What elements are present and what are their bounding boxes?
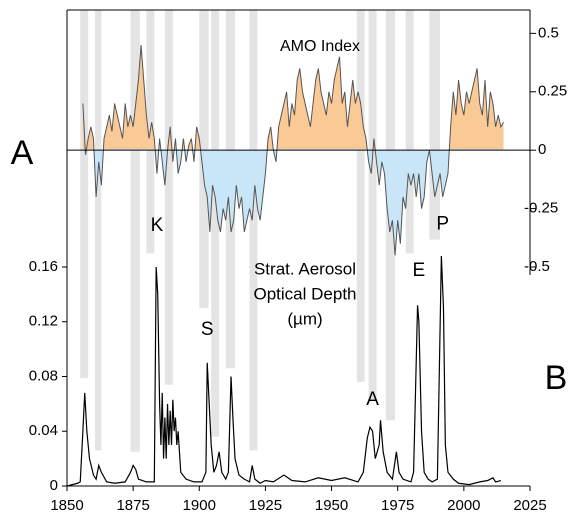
y-tick-label: 0.04 <box>29 422 58 439</box>
panel-label: A <box>11 134 34 172</box>
y2-tick-label: 0 <box>538 141 546 158</box>
chart-title: Strat. Aerosol <box>254 259 356 278</box>
shaded-period <box>211 10 220 437</box>
shaded-period <box>95 10 102 451</box>
shaded-period <box>356 10 365 382</box>
shaded-period <box>80 10 89 378</box>
amo-line <box>82 45 504 256</box>
annotation: S <box>201 319 214 340</box>
x-tick-label: 1975 <box>381 497 414 514</box>
shaded-period <box>429 10 441 240</box>
y2-tick-label: -0.5 <box>524 258 550 275</box>
x-tick-label: 1900 <box>183 497 216 514</box>
annotation: K <box>151 215 164 236</box>
y-tick-label: 0.12 <box>29 313 58 330</box>
x-tick-label: 1850 <box>50 497 83 514</box>
x-tick-label: 1875 <box>116 497 149 514</box>
chart-title: AMO Index <box>280 38 360 55</box>
chart-title: Optical Depth <box>254 284 357 303</box>
y-tick-label: 0.16 <box>29 258 58 275</box>
annotation: A <box>366 389 379 410</box>
annotation: E <box>413 260 426 281</box>
shaded-period <box>164 10 173 385</box>
aod-line <box>66 256 502 487</box>
y2-tick-label: 0.5 <box>538 24 559 41</box>
shaded-period <box>405 10 414 254</box>
chart-title: (µm) <box>287 309 322 328</box>
area-positive <box>82 45 504 149</box>
x-tick-label: 1950 <box>315 497 348 514</box>
shaded-period <box>130 10 140 452</box>
shaded-period <box>368 10 377 400</box>
area-negative <box>82 149 504 256</box>
shaded-period <box>249 10 258 451</box>
x-tick-label: 1925 <box>249 497 282 514</box>
annotation: P <box>436 214 449 235</box>
panel-label: B <box>545 359 568 397</box>
y2-tick-label: 0.25 <box>538 83 567 100</box>
y2-tick-label: -0.25 <box>524 200 558 217</box>
x-tick-label: 2000 <box>447 497 480 514</box>
y-tick-label: 0.08 <box>29 367 58 384</box>
x-tick-label: 2025 <box>513 497 546 514</box>
y-tick-label: 0 <box>50 477 58 494</box>
